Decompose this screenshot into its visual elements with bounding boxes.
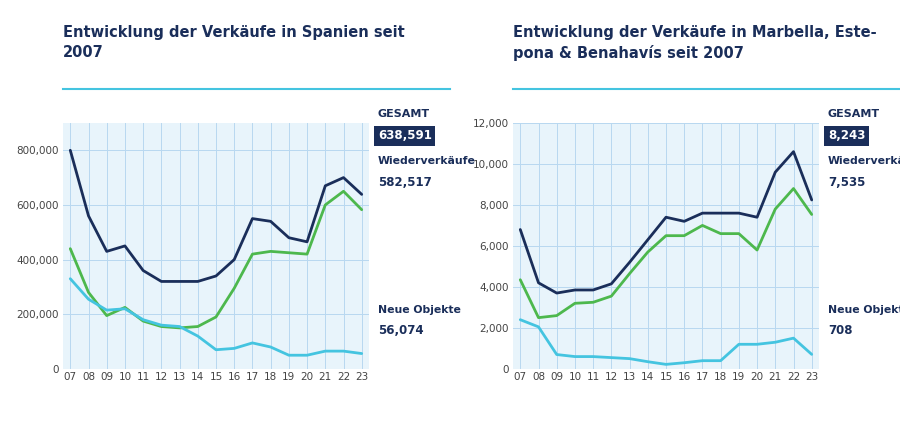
Text: 708: 708 <box>828 324 852 337</box>
Text: Entwicklung der Verkäufe in Spanien seit
2007: Entwicklung der Verkäufe in Spanien seit… <box>63 25 405 60</box>
Text: 582,517: 582,517 <box>378 176 432 189</box>
Text: Wiederverkäufe: Wiederverkäufe <box>828 156 900 166</box>
Text: GESAMT: GESAMT <box>828 109 880 120</box>
Text: Neue Objekte: Neue Objekte <box>378 304 461 315</box>
Text: 56,074: 56,074 <box>378 324 424 337</box>
Text: Neue Objekte: Neue Objekte <box>828 304 900 315</box>
Text: GESAMT: GESAMT <box>378 109 430 120</box>
Text: Entwicklung der Verkäufe in Marbella, Este-
pona & Benahavís seit 2007: Entwicklung der Verkäufe in Marbella, Es… <box>513 25 877 61</box>
Text: 638,591: 638,591 <box>378 129 432 142</box>
Text: Wiederverkäufe: Wiederverkäufe <box>378 156 476 166</box>
Text: 7,535: 7,535 <box>828 176 866 189</box>
Text: 8,243: 8,243 <box>828 129 866 142</box>
